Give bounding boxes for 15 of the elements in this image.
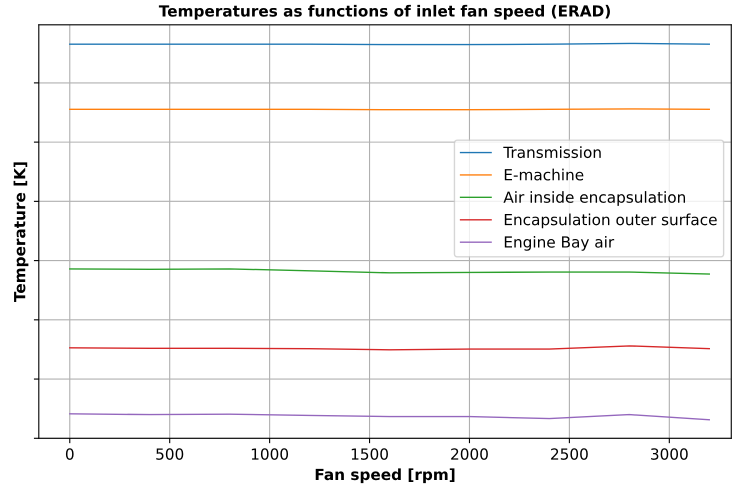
x-tick-label: 2500 (551, 448, 588, 460)
x-axis-title: Fan speed [rpm] (316, 468, 454, 484)
legend-label: Air inside encapsulation (503, 191, 686, 206)
x-tick-label: 1500 (352, 448, 388, 460)
legend-label: Transmission (503, 146, 601, 158)
legend-label: Encapsulation outer surface (504, 214, 717, 228)
x-tick-label: 1000 (252, 448, 288, 460)
chart-title: Temperatures as functions of inlet fan speed (ERAD) (158, 4, 610, 20)
legend-label: Engine Bay air (504, 236, 614, 251)
x-tick-label: 0 (66, 448, 74, 460)
x-tick-label: 2000 (451, 448, 488, 460)
x-tick-label: 3000 (651, 448, 688, 460)
x-tick-label: 500 (156, 448, 184, 460)
y-axis-title: Temperature [K] (14, 162, 28, 302)
legend-label: E-machine (504, 168, 584, 180)
